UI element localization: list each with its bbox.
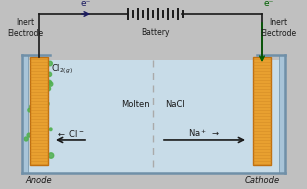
Circle shape bbox=[41, 66, 44, 70]
Circle shape bbox=[35, 126, 41, 132]
Circle shape bbox=[41, 99, 47, 105]
Circle shape bbox=[30, 105, 33, 108]
Circle shape bbox=[45, 101, 49, 106]
Bar bbox=[279, 55, 285, 173]
Circle shape bbox=[35, 95, 40, 100]
Circle shape bbox=[32, 90, 35, 93]
Text: Inert
Electrode: Inert Electrode bbox=[260, 18, 296, 38]
Circle shape bbox=[41, 111, 46, 116]
Circle shape bbox=[33, 66, 37, 69]
Bar bbox=[30, 57, 48, 165]
Circle shape bbox=[49, 82, 53, 86]
Circle shape bbox=[33, 103, 38, 108]
Circle shape bbox=[43, 147, 48, 152]
Circle shape bbox=[36, 73, 39, 77]
Text: Inert
Electrode: Inert Electrode bbox=[7, 18, 43, 38]
Circle shape bbox=[45, 154, 48, 156]
Circle shape bbox=[43, 90, 48, 95]
Circle shape bbox=[42, 157, 46, 161]
Circle shape bbox=[41, 96, 45, 100]
Circle shape bbox=[48, 80, 52, 84]
Circle shape bbox=[31, 119, 34, 122]
Text: NaCl: NaCl bbox=[165, 100, 185, 109]
Text: Na$^+$ $\rightarrow$: Na$^+$ $\rightarrow$ bbox=[188, 127, 220, 139]
Text: Battery: Battery bbox=[141, 28, 169, 37]
Circle shape bbox=[30, 105, 35, 110]
Text: e⁻: e⁻ bbox=[81, 0, 91, 8]
Text: Anode: Anode bbox=[26, 176, 52, 185]
Text: e⁻: e⁻ bbox=[264, 0, 274, 8]
Text: $\leftarrow$ Cl$^-$: $\leftarrow$ Cl$^-$ bbox=[56, 128, 84, 139]
Text: Cl$_{2(g)}$: Cl$_{2(g)}$ bbox=[51, 63, 73, 76]
Circle shape bbox=[34, 122, 38, 127]
Circle shape bbox=[47, 72, 52, 77]
Circle shape bbox=[24, 137, 28, 141]
Circle shape bbox=[36, 67, 40, 70]
Bar bbox=[253, 57, 271, 165]
Circle shape bbox=[36, 144, 39, 147]
Bar bbox=[22, 55, 28, 173]
Circle shape bbox=[49, 128, 52, 131]
Circle shape bbox=[48, 61, 52, 66]
Circle shape bbox=[34, 60, 37, 63]
Circle shape bbox=[45, 131, 48, 134]
Circle shape bbox=[46, 87, 51, 91]
Text: Molten: Molten bbox=[121, 100, 149, 109]
Circle shape bbox=[44, 111, 48, 115]
Circle shape bbox=[28, 108, 32, 112]
Text: Cathode: Cathode bbox=[244, 176, 280, 185]
Circle shape bbox=[43, 126, 47, 130]
Bar bbox=[22, 60, 285, 173]
Circle shape bbox=[48, 153, 54, 158]
Circle shape bbox=[27, 133, 31, 137]
